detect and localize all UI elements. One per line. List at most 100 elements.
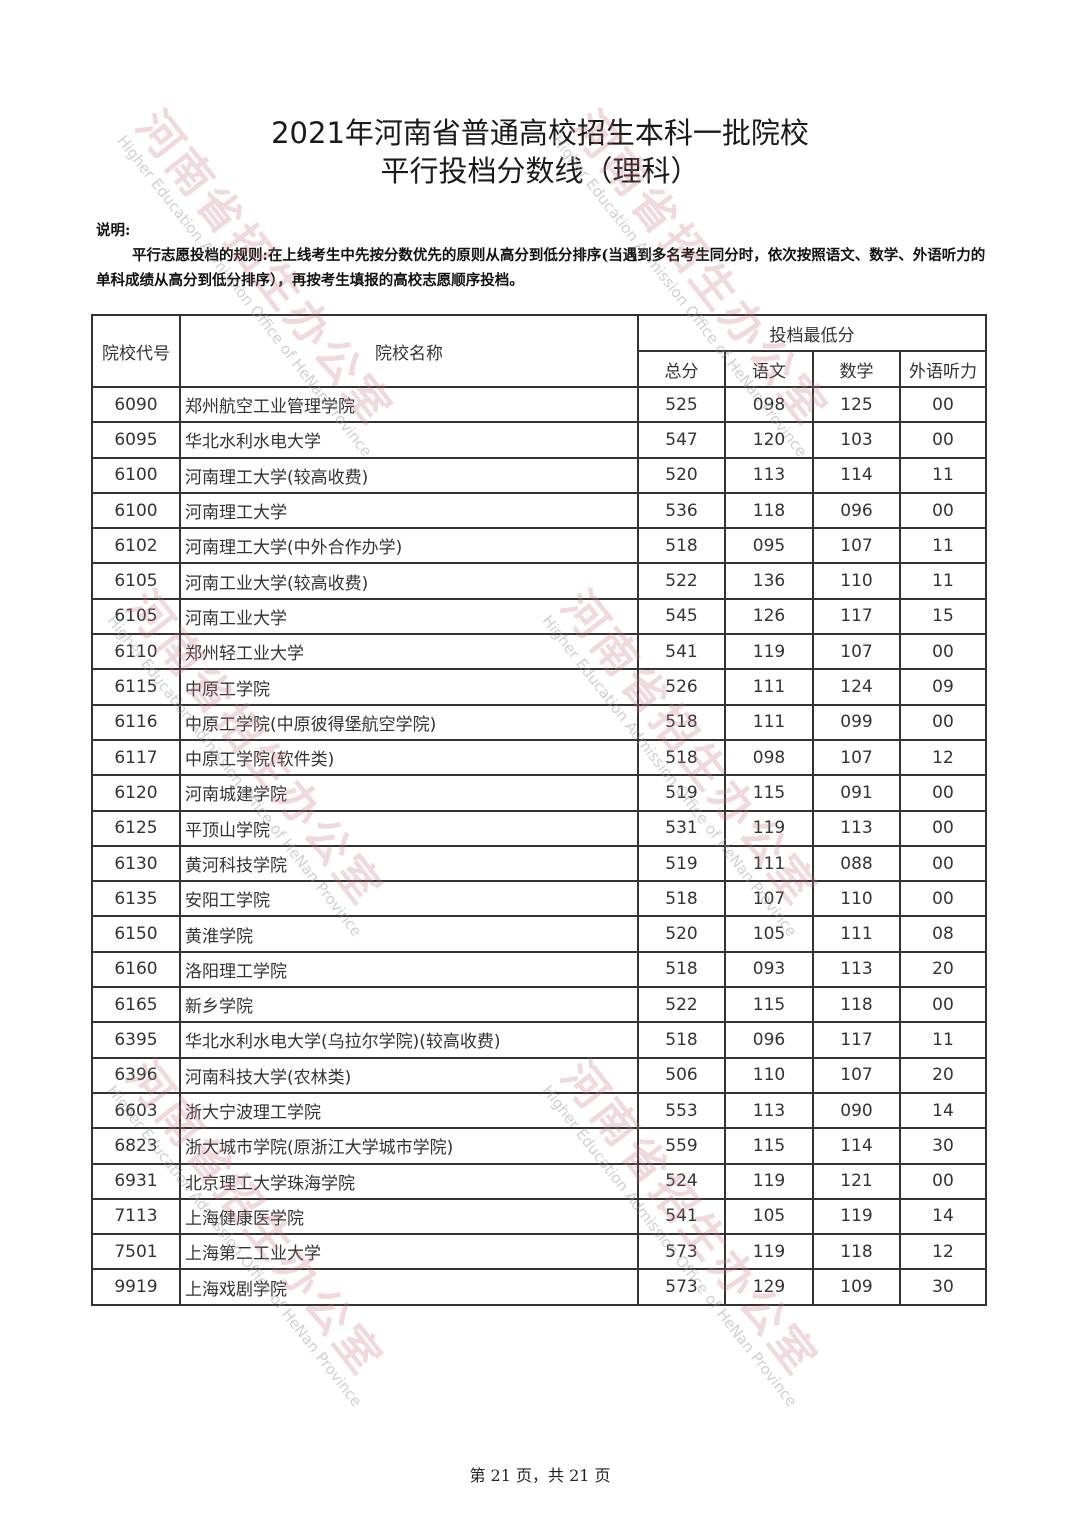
cell-listening: 11 (899, 527, 987, 565)
table-row: 6117 中原工学院(软件类) 518 098 107 12 (91, 738, 987, 777)
table-row: 6150 黄淮学院 520 105 111 08 (91, 915, 987, 953)
header-math: 数学 (812, 350, 901, 388)
cell-chinese: 113 (724, 1091, 814, 1130)
cell-total: 573 (637, 1233, 726, 1271)
table-row: 6120 河南城建学院 519 115 091 00 (91, 774, 987, 812)
page-footer: 第 21 页，共 21 页 (469, 1466, 611, 1485)
cell-code: 6130 (91, 844, 181, 883)
table-row: 6603 浙大宁波理工学院 553 113 090 14 (91, 1091, 987, 1130)
notes-text: 平行志愿投档的规则:在上线考生中先按分数优先的原则从高分到低分排序(当遇到多名考… (96, 247, 986, 289)
cell-name: 北京理工大学珠海学院 (179, 1162, 639, 1200)
cell-math: 121 (812, 1162, 901, 1200)
cell-listening: 15 (899, 597, 987, 636)
cell-listening: 00 (899, 1162, 987, 1200)
cell-name: 上海戏剧学院 (179, 1268, 639, 1306)
cell-math: 099 (812, 703, 901, 741)
cell-code: 6117 (91, 738, 181, 777)
cell-listening: 00 (899, 809, 987, 847)
table-row: 6100 河南理工大学(较高收费) 520 113 114 11 (91, 456, 987, 494)
cell-listening: 11 (899, 1021, 987, 1059)
cell-listening: 30 (899, 1127, 987, 1165)
cell-code: 7113 (91, 1197, 181, 1236)
cell-code: 6100 (91, 456, 181, 494)
table-row: 6130 黄河科技学院 519 111 088 00 (91, 844, 987, 883)
cell-code: 6110 (91, 633, 181, 671)
cell-total: 559 (637, 1127, 726, 1165)
cell-math: 117 (812, 597, 901, 636)
cell-code: 6120 (91, 774, 181, 812)
cell-listening: 00 (899, 844, 987, 883)
cell-code: 7501 (91, 1233, 181, 1271)
cell-total: 518 (637, 950, 726, 989)
table-row: 6105 河南工业大学 545 126 117 15 (91, 597, 987, 636)
cell-name: 浙大宁波理工学院 (179, 1091, 639, 1130)
notes: 说明: 平行志愿投档的规则:在上线考生中先按分数优先的原则从高分到低分排序(当遇… (96, 218, 988, 293)
cell-math: 107 (812, 633, 901, 671)
cell-chinese: 126 (724, 597, 814, 636)
cell-code: 6135 (91, 880, 181, 918)
cell-total: 518 (637, 738, 726, 777)
header-min-score-group: 投档最低分 (637, 314, 987, 352)
cell-total: 506 (637, 1056, 726, 1094)
cell-chinese: 093 (724, 950, 814, 989)
cell-math: 096 (812, 491, 901, 530)
cell-code: 9919 (91, 1268, 181, 1306)
cell-math: 110 (812, 562, 901, 600)
cell-listening: 20 (899, 1056, 987, 1094)
cell-chinese: 098 (724, 385, 814, 424)
cell-name: 新乡学院 (179, 986, 639, 1024)
cell-code: 6603 (91, 1091, 181, 1130)
cell-listening: 08 (899, 915, 987, 953)
cell-total: 525 (637, 385, 726, 424)
table-row: 6125 平顶山学院 531 119 113 00 (91, 809, 987, 847)
notes-label: 说明: (96, 222, 131, 239)
table-row: 6115 中原工学院 526 111 124 09 (91, 668, 987, 706)
table-row: 9919 上海戏剧学院 573 129 109 30 (91, 1268, 987, 1306)
cell-total: 553 (637, 1091, 726, 1130)
cell-code: 6105 (91, 597, 181, 636)
header-listening: 外语听力 (899, 350, 987, 388)
cell-math: 114 (812, 1127, 901, 1165)
cell-name: 上海健康医学院 (179, 1197, 639, 1236)
cell-chinese: 136 (724, 562, 814, 600)
cell-name: 中原工学院 (179, 668, 639, 706)
cell-chinese: 129 (724, 1268, 814, 1306)
cell-math: 111 (812, 915, 901, 953)
cell-chinese: 119 (724, 809, 814, 847)
cell-math: 107 (812, 527, 901, 565)
cell-total: 520 (637, 456, 726, 494)
header-total: 总分 (637, 350, 726, 388)
cell-code: 6395 (91, 1021, 181, 1059)
cell-name: 平顶山学院 (179, 809, 639, 847)
cell-chinese: 096 (724, 1021, 814, 1059)
cell-name: 洛阳理工学院 (179, 950, 639, 989)
cell-listening: 00 (899, 880, 987, 918)
cell-math: 088 (812, 844, 901, 883)
header-code: 院校代号 (91, 314, 181, 388)
table-row: 6116 中原工学院(中原彼得堡航空学院) 518 111 099 00 (91, 703, 987, 741)
cell-listening: 00 (899, 385, 987, 424)
cell-math: 091 (812, 774, 901, 812)
cell-code: 6165 (91, 986, 181, 1024)
cell-chinese: 111 (724, 703, 814, 741)
cell-math: 117 (812, 1021, 901, 1059)
cell-listening: 20 (899, 950, 987, 989)
table-row: 6110 郑州轻工业大学 541 119 107 00 (91, 633, 987, 671)
cell-name: 浙大城市学院(原浙江大学城市学院) (179, 1127, 639, 1165)
cell-listening: 14 (899, 1197, 987, 1236)
cell-name: 黄河科技学院 (179, 844, 639, 883)
cell-code: 6160 (91, 950, 181, 989)
cell-chinese: 119 (724, 1233, 814, 1271)
cell-listening: 00 (899, 703, 987, 741)
cell-chinese: 119 (724, 1162, 814, 1200)
cell-total: 524 (637, 1162, 726, 1200)
cell-listening: 14 (899, 1091, 987, 1130)
cell-listening: 00 (899, 986, 987, 1024)
cell-listening: 00 (899, 774, 987, 812)
cell-code: 6150 (91, 915, 181, 953)
cell-code: 6115 (91, 668, 181, 706)
cell-total: 573 (637, 1268, 726, 1306)
header-name: 院校名称 (179, 314, 639, 388)
table-row: 6160 洛阳理工学院 518 093 113 20 (91, 950, 987, 989)
cell-chinese: 115 (724, 986, 814, 1024)
